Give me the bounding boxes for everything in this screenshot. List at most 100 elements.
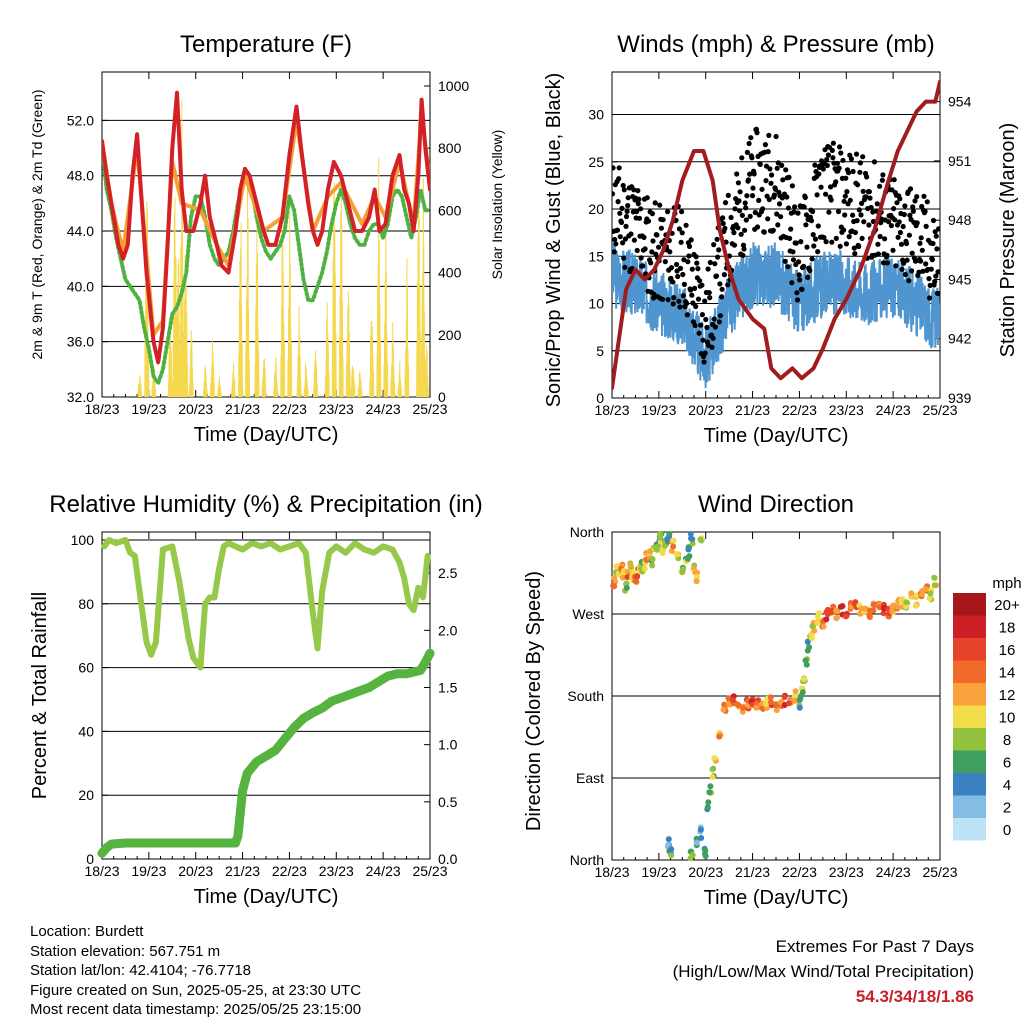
wind-ytick-label: 10	[588, 296, 604, 312]
direction-point	[912, 602, 919, 609]
gust-point	[816, 171, 822, 177]
colorbar-swatch	[953, 795, 986, 818]
gust-point	[721, 272, 728, 278]
colorbar-label: 20+	[994, 597, 1020, 614]
colorbar-label: 10	[999, 710, 1016, 727]
direction-point	[721, 701, 728, 708]
gust-point	[880, 260, 887, 266]
gust-point	[732, 206, 738, 212]
direction-point	[689, 852, 696, 858]
gust-point	[772, 186, 779, 192]
gust-point	[909, 268, 915, 274]
rh-ytick-label: 20	[78, 787, 94, 803]
gust-point	[833, 235, 839, 241]
gust-point	[799, 286, 805, 292]
direction-point	[623, 584, 630, 591]
gust-point	[613, 241, 619, 247]
gust-point	[638, 206, 644, 212]
dir-xtick-label: 25/23	[922, 864, 957, 880]
direction-point	[798, 692, 804, 699]
gust-point	[793, 240, 799, 246]
rh-xtick-label: 23/23	[319, 863, 354, 879]
gust-point	[875, 251, 882, 257]
gust-point	[634, 247, 640, 254]
gust-point	[924, 199, 930, 205]
gust-point	[843, 241, 850, 247]
wind-series	[612, 79, 940, 391]
gust-point	[882, 236, 888, 242]
direction-point	[833, 607, 840, 614]
gust-point	[701, 359, 707, 365]
rh-ytick-label: 100	[71, 532, 95, 548]
gust-point	[707, 259, 713, 266]
gust-point	[907, 186, 914, 192]
temp-y2tick-label: 200	[438, 327, 462, 343]
gust-point	[612, 249, 617, 255]
gust-point	[830, 155, 836, 161]
gust-point	[803, 222, 809, 228]
gust-point	[662, 259, 668, 265]
gust-point	[670, 279, 676, 285]
gust-point	[864, 174, 870, 180]
speed-colorbar: mph 20+ 18 16 14 12 10 8 6 4 2 0	[953, 575, 1022, 841]
direction-point	[702, 847, 709, 854]
direction-point	[767, 694, 774, 701]
rh-xtick-label: 22/23	[272, 863, 307, 879]
gust-point	[847, 197, 853, 203]
gust-point	[699, 312, 706, 318]
gust-point	[916, 269, 922, 275]
gust-point	[815, 249, 821, 255]
gust-point	[747, 171, 753, 177]
gust-point	[743, 217, 749, 223]
dir-ytick-label: North	[570, 524, 604, 540]
wind-ytick-label: 30	[588, 107, 604, 123]
rh-series	[97, 537, 435, 858]
gust-point	[776, 201, 783, 207]
gust-point	[717, 313, 724, 319]
gust-point	[681, 257, 687, 263]
gust-point	[712, 324, 719, 330]
wind-xtick-label: 21/23	[735, 402, 770, 418]
direction-point	[697, 826, 704, 833]
direction-point	[870, 607, 877, 614]
gust-point	[884, 260, 891, 266]
gust-point	[709, 344, 715, 350]
temp-xtick-label: 24/23	[366, 401, 401, 417]
pressure-line	[612, 79, 940, 391]
temp-y2tick-label: 1000	[438, 78, 469, 94]
wind-xtick-label: 24/23	[876, 402, 911, 418]
gust-point	[830, 140, 837, 146]
temp-panel: Temperature (F) 32.0 36.0 40.0 44.0 48.0 52.0 0…	[29, 31, 505, 446]
wind-ylabel: Sonic/Prop Wind & Gust (Blue, Black)	[543, 73, 565, 408]
temp-xlabel: Time (Day/UTC)	[194, 424, 339, 446]
direction-point	[773, 701, 780, 708]
wind-y2tick-label: 942	[948, 331, 972, 347]
gust-point	[660, 217, 666, 223]
gust-point	[927, 295, 933, 301]
gust-point	[731, 242, 738, 248]
gust-point	[652, 200, 658, 206]
gust-point	[765, 216, 771, 222]
info-location: Location: Burdett	[30, 923, 144, 940]
extremes-subtitle: (High/Low/Max Wind/Total Precipitation)	[672, 962, 974, 981]
gust-point	[901, 260, 907, 266]
gust-point	[716, 319, 722, 325]
gust-point	[665, 209, 671, 215]
direction-point	[729, 697, 736, 704]
direction-point	[926, 595, 933, 602]
gust-point	[812, 236, 819, 242]
dir-ylabel: Direction (Colored By Speed)	[523, 571, 545, 831]
wind-xtick-label: 25/23	[922, 402, 957, 418]
gust-point	[686, 243, 693, 249]
gust-point	[766, 132, 772, 138]
gust-point	[850, 212, 856, 218]
gust-point	[681, 281, 688, 287]
gust-point	[752, 209, 758, 216]
gust-point	[935, 269, 940, 275]
temp-ytick-label: 44.0	[67, 223, 94, 239]
wind-xtick-label: 22/23	[782, 402, 817, 418]
direction-point	[670, 537, 677, 544]
gust-point	[640, 263, 646, 269]
gust-point	[857, 160, 864, 166]
relative-humidity-line	[101, 537, 431, 671]
